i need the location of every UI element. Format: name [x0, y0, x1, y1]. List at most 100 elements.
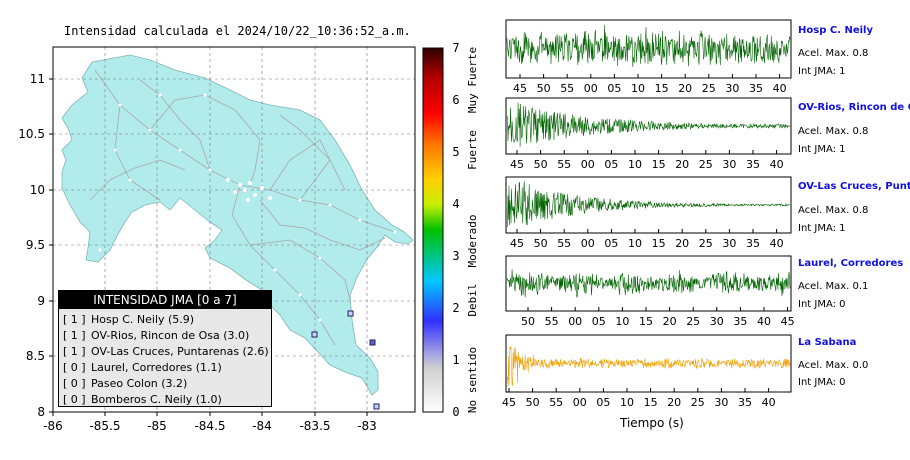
waveform-tick-label: 50	[537, 82, 551, 95]
y-tick-label: 10.5	[18, 127, 45, 141]
station-marker-hosp-neily[interactable]	[369, 339, 376, 346]
station-name: OV-Rios, Rincon de Os	[798, 102, 910, 113]
legend-item-code: [ 0 ]	[63, 377, 86, 390]
waveform-tick-label: 25	[691, 396, 705, 409]
waveform-tick-label: 25	[702, 82, 716, 95]
map-axis-ticks	[49, 78, 368, 416]
waveform-tick-label: 05	[604, 158, 618, 171]
x-tick-label: -84.5	[194, 419, 225, 433]
waveform-tick-label: 10	[631, 82, 645, 95]
legend-item-label: OV-Las Cruces, Puntarenas (2.6)	[91, 345, 269, 358]
waveform-tick-label: 45	[510, 237, 524, 250]
waveform-tick-label: 05	[604, 237, 618, 250]
waveform-tick-label: 40	[757, 315, 771, 328]
waveform-tick-label: 25	[699, 158, 713, 171]
waveform-tick-label: 15	[652, 237, 666, 250]
intensity-legend: INTENSIDAD JMA [0 a 7] [ 1 ] Hosp C. Neil…	[58, 290, 272, 407]
waveform-tick-label: 25	[699, 237, 713, 250]
waveform-tick-label: 00	[573, 396, 587, 409]
station-int-jma: Int JMA: 0	[798, 377, 846, 388]
waveform-tick-label: 50	[521, 315, 535, 328]
legend-item-label: Bomberos C. Neily (1.0)	[91, 393, 222, 406]
waveform-tick-label: 00	[581, 158, 595, 171]
town-markers	[98, 93, 397, 322]
waveform-tick-label: 40	[770, 158, 784, 171]
waveform-tick-label: 30	[714, 396, 728, 409]
waveform-tick-label: 50	[534, 158, 548, 171]
waveform-tick-label: 05	[592, 315, 606, 328]
station-acel-max: Acel. Max. 0.0	[798, 360, 869, 371]
legend-item: [ 0 ] Laurel, Corredores (1.1)	[59, 360, 271, 376]
station-acel-max: Acel. Max. 0.8	[798, 205, 869, 216]
legend-item-label: Hosp C. Neily (5.9)	[91, 313, 195, 326]
waveform-tick-label: 35	[749, 82, 763, 95]
waveform-tick-label: 40	[773, 82, 787, 95]
legend-item-code: [ 1 ]	[63, 313, 86, 326]
waveform-tick-label: 15	[639, 315, 653, 328]
waveform-tick-label: 30	[722, 158, 736, 171]
station-acel-max: Acel. Max. 0.1	[798, 281, 869, 292]
map-frame	[52, 46, 416, 413]
station-marker-rios[interactable]	[311, 331, 318, 338]
waveform-tick-label: 30	[725, 82, 739, 95]
waveform-tick-label: 55	[545, 315, 559, 328]
x-tick-label: -83.5	[299, 419, 330, 433]
station-int-jma: Int JMA: 1	[798, 144, 846, 155]
waveform-tick-label: 30	[710, 315, 724, 328]
waveform-tick-label: 35	[746, 237, 760, 250]
waveform-tick-label: 55	[557, 237, 571, 250]
waveform-tick-label: 20	[675, 237, 689, 250]
waveform-tick-label: 15	[655, 82, 669, 95]
station-name: Laurel, Corredores	[798, 258, 904, 269]
waveform-tick-label: 05	[607, 82, 621, 95]
waveform-tick-label: 50	[526, 396, 540, 409]
x-tick-label: -86	[43, 419, 63, 433]
waveform-tick-label: 55	[549, 396, 563, 409]
waveform-tick-label: 10	[620, 396, 634, 409]
waveform-tick-label: 10	[615, 315, 629, 328]
legend-item: [ 1 ] OV-Las Cruces, Puntarenas (2.6)	[59, 344, 271, 360]
x-tick-label: -85.5	[89, 419, 120, 433]
legend-item: [ 0 ] Bomberos C. Neily (1.0)	[59, 392, 271, 408]
waveform-tick-label: 45	[502, 396, 516, 409]
legend-item-code: [ 1 ]	[63, 345, 86, 358]
waveform-tick-label: 20	[663, 315, 677, 328]
y-tick-label: 9	[37, 294, 45, 308]
waveform-trace	[506, 24, 791, 68]
waveform-tick-label: 20	[667, 396, 681, 409]
waveform-trace	[506, 181, 791, 228]
waveform-trace	[506, 269, 791, 298]
waveform-tick-label: 30	[722, 237, 736, 250]
waveform-tick-label: 00	[581, 237, 595, 250]
legend-item-label: Paseo Colon (3.2)	[91, 377, 188, 390]
waveform-trace	[506, 346, 791, 387]
waveform-tick-label: 45	[513, 82, 527, 95]
waveform-tick-label: 35	[746, 158, 760, 171]
waveform-tick-label: 00	[568, 315, 582, 328]
waveform-tick-label: 25	[686, 315, 700, 328]
waveform-tick-label: 50	[534, 237, 548, 250]
station-name: Hosp C. Neily	[798, 25, 873, 36]
map-title: Intensidad calculada el 2024/10/22_10:36…	[64, 24, 411, 38]
y-tick-label: 8.5	[26, 349, 45, 363]
legend-item-label: OV-Rios, Rincon de Osa (3.0)	[91, 329, 250, 342]
waveform-tick-label: 35	[738, 396, 752, 409]
station-name: La Sabana	[798, 337, 857, 348]
waveform-tick-label: 55	[557, 158, 571, 171]
y-tick-label: 11	[30, 72, 45, 86]
station-acel-max: Acel. Max. 0.8	[798, 48, 869, 59]
waveform-tick-label: 20	[678, 82, 692, 95]
waveform-tick-label: 35	[733, 315, 747, 328]
station-marker-laurel[interactable]	[373, 403, 380, 410]
legend-item-code: [ 1 ]	[63, 329, 86, 342]
station-markers	[311, 310, 380, 410]
x-tick-label: -83	[357, 419, 377, 433]
station-int-jma: Int JMA: 1	[798, 66, 846, 77]
waveform-tick-label: 10	[628, 158, 642, 171]
legend-title: INTENSIDAD JMA [0 a 7]	[59, 291, 271, 309]
waveform-tick-label: 40	[770, 237, 784, 250]
station-marker-las-cruces[interactable]	[347, 310, 354, 317]
legend-item: [ 1 ] OV-Rios, Rincon de Osa (3.0)	[59, 328, 271, 344]
waveform-tick-label: 15	[652, 158, 666, 171]
waveform-tick-label: 45	[510, 158, 524, 171]
